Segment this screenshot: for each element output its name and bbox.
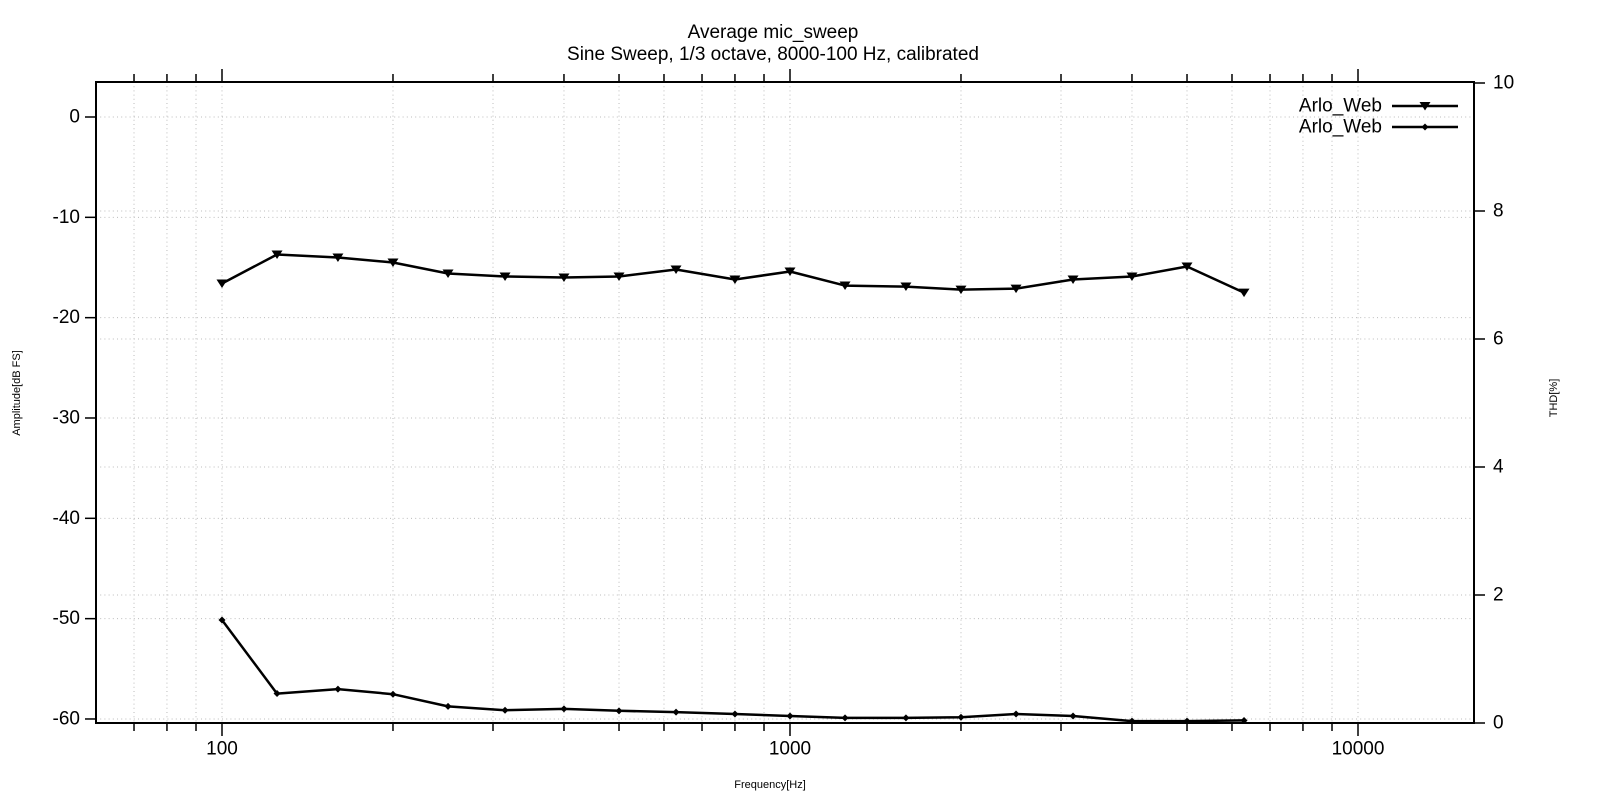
series-1-line <box>220 253 1246 294</box>
x-tick-label: 10000 <box>1332 739 1385 760</box>
y-right-tick-label: 4 <box>1493 457 1504 478</box>
legend-label: Arlo_Web <box>1299 96 1382 117</box>
series-1-marker-triangle-down <box>784 267 796 277</box>
y-right-tick-label: 8 <box>1493 201 1504 222</box>
series-1-marker-triangle-down <box>613 272 625 282</box>
series-2-marker-diamond <box>731 710 739 718</box>
series-2-marker-diamond <box>560 705 568 713</box>
series-2-marker-diamond <box>672 708 680 716</box>
series-2-marker-diamond <box>1128 717 1136 725</box>
series-1-marker-triangle-down <box>839 281 851 291</box>
y-right-tick-label: 2 <box>1493 585 1504 606</box>
y-left-tick-label: -60 <box>53 708 80 729</box>
series-2-marker-diamond <box>841 714 849 722</box>
y-right-axis-title: THD[%] <box>1548 378 1560 418</box>
series-1-marker-triangle-down <box>442 269 454 279</box>
series-1-marker-triangle-down <box>900 282 912 292</box>
y-left-tick-label: 0 <box>69 107 80 128</box>
series-1-marker-triangle-down <box>729 275 741 285</box>
series-1-marker-triangle-down <box>1181 262 1193 271</box>
series-1-marker-triangle-down <box>1010 284 1022 294</box>
series-2-marker-diamond <box>273 690 281 698</box>
chart-subtitle: Sine Sweep, 1/3 octave, 8000-100 Hz, cal… <box>567 44 979 65</box>
series-1-marker-triangle-down <box>332 253 344 262</box>
x-axis-title: Frequency[Hz] <box>734 779 806 791</box>
legend-label: Arlo_Web <box>1299 117 1382 138</box>
series-2-marker-diamond <box>501 706 509 714</box>
y-left-tick-label: -20 <box>53 307 80 328</box>
chart-title: Average mic_sweep <box>687 22 859 43</box>
series-2-marker-diamond <box>615 707 623 715</box>
series-2-marker-diamond <box>334 685 342 693</box>
series-1-marker-triangle-down <box>387 258 399 267</box>
series-2-marker-diamond <box>444 702 452 710</box>
series-2-marker-diamond <box>957 713 965 721</box>
series-2-marker-diamond <box>1240 716 1248 724</box>
series-1-marker-triangle-down <box>1126 272 1138 282</box>
series-2-marker-diamond <box>902 714 910 722</box>
series-1-marker-triangle-down <box>1067 275 1079 285</box>
series-2-marker-diamond <box>218 616 226 624</box>
y-right-tick-label: 6 <box>1493 329 1504 350</box>
y-left-tick-label: -10 <box>53 207 80 228</box>
series-2-marker-diamond <box>389 690 397 698</box>
x-tick-label: 1000 <box>769 739 811 760</box>
y-left-tick-label: -50 <box>53 608 80 629</box>
series-1-marker-triangle-down <box>558 273 570 283</box>
series-1-marker-triangle-down <box>499 272 511 282</box>
y-right-tick-label: 0 <box>1493 713 1504 734</box>
legend-marker-triangle-down <box>1419 102 1431 111</box>
series-2-line <box>220 618 1246 723</box>
series-1-marker-triangle-down <box>271 250 283 259</box>
series-1-marker-triangle-down <box>1238 288 1250 298</box>
series-1-marker-triangle-down <box>216 279 228 289</box>
x-tick-label: 100 <box>206 739 238 760</box>
plot-border <box>95 81 1475 724</box>
series-1-marker-triangle-down <box>670 265 682 275</box>
series-2-marker-diamond <box>786 712 794 720</box>
y-right-tick-label: 10 <box>1493 73 1514 94</box>
y-left-axis-title: Amplitude[dB FS] <box>11 350 23 436</box>
y-left-tick-label: -30 <box>53 407 80 428</box>
series-2-marker-diamond <box>1183 717 1191 725</box>
series-1-marker-triangle-down <box>955 285 967 295</box>
legend-marker-diamond <box>1421 123 1429 131</box>
series-2-marker-diamond <box>1069 712 1077 720</box>
series-2-marker-diamond <box>1012 710 1020 718</box>
y-left-tick-label: -40 <box>53 508 80 529</box>
